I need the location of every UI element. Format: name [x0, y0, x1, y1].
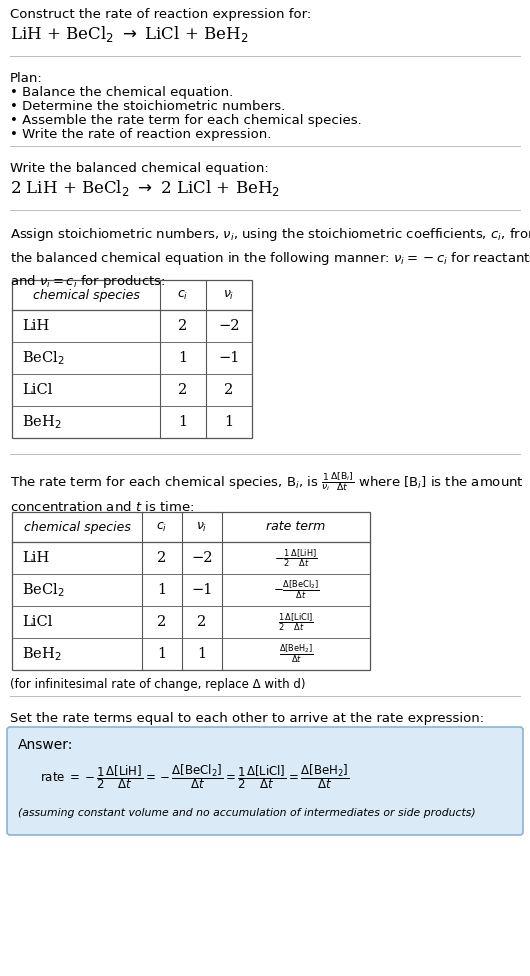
Text: $\nu_i$: $\nu_i$ — [223, 289, 235, 302]
Text: BeCl$_2$: BeCl$_2$ — [22, 581, 65, 599]
Text: LiCl: LiCl — [22, 615, 52, 629]
Text: Plan:: Plan: — [10, 72, 43, 85]
Text: • Balance the chemical equation.: • Balance the chemical equation. — [10, 86, 233, 99]
Text: • Determine the stoichiometric numbers.: • Determine the stoichiometric numbers. — [10, 100, 285, 113]
Text: Construct the rate of reaction expression for:: Construct the rate of reaction expressio… — [10, 8, 311, 21]
Text: rate term: rate term — [267, 520, 325, 534]
FancyBboxPatch shape — [7, 727, 523, 835]
Text: BeH$_2$: BeH$_2$ — [22, 413, 61, 430]
Text: • Assemble the rate term for each chemical species.: • Assemble the rate term for each chemic… — [10, 114, 362, 127]
Text: Write the balanced chemical equation:: Write the balanced chemical equation: — [10, 162, 269, 175]
Text: chemical species: chemical species — [23, 520, 130, 534]
Text: $-\frac{1}{2}\frac{\Delta[\mathrm{LiH}]}{\Delta t}$: $-\frac{1}{2}\frac{\Delta[\mathrm{LiH}]}… — [274, 548, 318, 569]
Text: −2: −2 — [191, 551, 213, 565]
Bar — [12, 280, 252, 438]
Text: $c_i$: $c_i$ — [178, 289, 189, 302]
Text: $\nu_i$: $\nu_i$ — [196, 520, 208, 534]
Text: LiH + BeCl$_2$ $\rightarrow$ LiCl + BeH$_2$: LiH + BeCl$_2$ $\rightarrow$ LiCl + BeH$… — [10, 24, 249, 44]
Text: rate $= -\dfrac{1}{2}\dfrac{\Delta[\mathrm{LiH}]}{\Delta t}= -\dfrac{\Delta[\mat: rate $= -\dfrac{1}{2}\dfrac{\Delta[\math… — [40, 762, 349, 791]
Text: • Write the rate of reaction expression.: • Write the rate of reaction expression. — [10, 128, 271, 141]
Text: LiH: LiH — [22, 319, 49, 333]
Text: $\frac{1}{2}\frac{\Delta[\mathrm{LiCl}]}{\Delta t}$: $\frac{1}{2}\frac{\Delta[\mathrm{LiCl}]}… — [278, 611, 314, 632]
Text: Set the rate terms equal to each other to arrive at the rate expression:: Set the rate terms equal to each other t… — [10, 712, 484, 725]
Text: 1: 1 — [179, 415, 188, 429]
Text: BeCl$_2$: BeCl$_2$ — [22, 349, 65, 367]
Text: 1: 1 — [224, 415, 234, 429]
Text: 2: 2 — [157, 551, 166, 565]
Text: $c_i$: $c_i$ — [156, 520, 167, 534]
Text: 2: 2 — [224, 383, 234, 397]
Text: 2: 2 — [157, 615, 166, 629]
Text: −1: −1 — [218, 351, 240, 365]
Text: 2 LiH + BeCl$_2$ $\rightarrow$ 2 LiCl + BeH$_2$: 2 LiH + BeCl$_2$ $\rightarrow$ 2 LiCl + … — [10, 178, 280, 198]
Text: $-\frac{\Delta[\mathrm{BeCl}_2]}{\Delta t}$: $-\frac{\Delta[\mathrm{BeCl}_2]}{\Delta … — [273, 579, 319, 601]
Text: (assuming constant volume and no accumulation of intermediates or side products): (assuming constant volume and no accumul… — [18, 808, 475, 818]
Text: 1: 1 — [157, 647, 166, 661]
Text: LiH: LiH — [22, 551, 49, 565]
Bar — [12, 512, 370, 670]
Text: (for infinitesimal rate of change, replace Δ with d): (for infinitesimal rate of change, repla… — [10, 678, 305, 691]
Text: chemical species: chemical species — [32, 289, 139, 302]
Text: LiCl: LiCl — [22, 383, 52, 397]
Text: 1: 1 — [179, 351, 188, 365]
Text: 2: 2 — [197, 615, 207, 629]
Text: $\frac{\Delta[\mathrm{BeH}_2]}{\Delta t}$: $\frac{\Delta[\mathrm{BeH}_2]}{\Delta t}… — [279, 643, 313, 666]
Text: −1: −1 — [191, 583, 213, 597]
Text: The rate term for each chemical species, B$_i$, is $\frac{1}{\nu_i}\frac{\Delta[: The rate term for each chemical species,… — [10, 470, 524, 513]
Text: BeH$_2$: BeH$_2$ — [22, 645, 61, 663]
Text: 2: 2 — [179, 383, 188, 397]
Text: Answer:: Answer: — [18, 738, 73, 752]
Text: 2: 2 — [179, 319, 188, 333]
Text: 1: 1 — [157, 583, 166, 597]
Text: Assign stoichiometric numbers, $\nu_i$, using the stoichiometric coefficients, $: Assign stoichiometric numbers, $\nu_i$, … — [10, 226, 530, 290]
Text: −2: −2 — [218, 319, 240, 333]
Text: 1: 1 — [198, 647, 207, 661]
